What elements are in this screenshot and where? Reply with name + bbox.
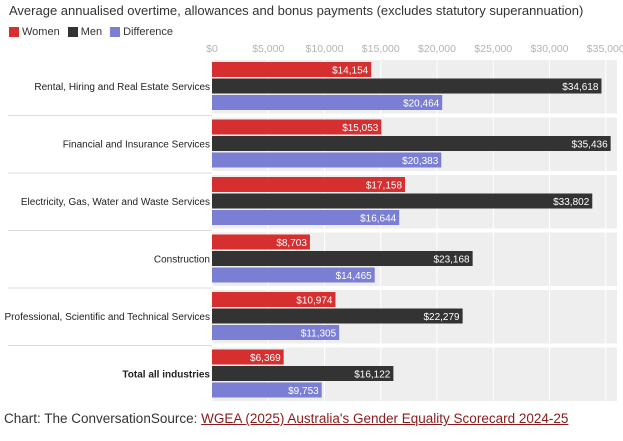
legend-item-difference: Difference <box>110 26 173 38</box>
category-label-professional-scientific-and-technical-services: Professional, Scientific and Technical S… <box>5 312 210 323</box>
chart-credit: Chart: The Conversation <box>4 411 151 426</box>
legend-swatch-difference <box>110 27 121 37</box>
value-label-men-professional-scientific-and-technical-services: $22,279 <box>423 312 460 323</box>
value-label-women-construction: $8,703 <box>276 238 307 249</box>
value-label-difference-total-all-industries: $9,753 <box>288 386 319 397</box>
bar-difference-rental-hiring-and-real-estate-services <box>212 95 443 110</box>
x-tick-label-5: $25,000 <box>474 43 512 55</box>
value-label-men-financial-and-insurance-services: $35,436 <box>571 139 608 150</box>
value-label-men-total-all-industries: $16,122 <box>354 369 391 380</box>
x-tick-label-1: $5,000 <box>252 43 284 55</box>
value-label-women-electricity-gas-water-and-waste-services: $17,158 <box>366 180 403 191</box>
legend-item-men: Men <box>67 26 103 38</box>
value-label-women-total-all-industries: $6,369 <box>250 353 281 364</box>
bar-women-rental-hiring-and-real-estate-services <box>212 62 372 77</box>
x-tick-label-3: $15,000 <box>362 43 400 55</box>
bar-difference-construction <box>212 267 375 283</box>
bar-difference-financial-and-insurance-services <box>212 152 442 168</box>
bar-men-rental-hiring-and-real-estate-services <box>212 78 602 94</box>
value-label-men-construction: $23,168 <box>433 254 470 265</box>
bar-women-electricity-gas-water-and-waste-services <box>212 177 406 192</box>
legend-swatch-women <box>9 27 19 37</box>
legend-item-women: Women <box>9 26 60 38</box>
value-label-difference-construction: $14,465 <box>336 271 373 282</box>
category-label-construction: Construction <box>154 254 210 265</box>
category-label-electricity-gas-water-and-waste-services: Electricity, Gas, Water and Waste Servic… <box>21 197 210 208</box>
category-label-rental-hiring-and-real-estate-services: Rental, Hiring and Real Estate Services <box>34 82 210 93</box>
value-label-men-electricity-gas-water-and-waste-services: $33,802 <box>553 197 590 208</box>
value-label-difference-electricity-gas-water-and-waste-services: $16,644 <box>360 213 397 224</box>
bar-women-construction <box>212 234 310 250</box>
source-link[interactable]: WGEA (2025) Australia's Gender Equality … <box>201 411 569 426</box>
bar-difference-total-all-industries <box>212 382 322 398</box>
bar-men-electricity-gas-water-and-waste-services <box>212 193 593 209</box>
value-label-difference-professional-scientific-and-technical-services: $11,305 <box>301 328 337 339</box>
bar-women-total-all-industries <box>212 349 284 365</box>
value-label-women-rental-hiring-and-real-estate-services: $14,154 <box>332 65 369 76</box>
x-tick-label-2: $10,000 <box>306 43 344 55</box>
legend-label-women: Women <box>22 26 60 38</box>
category-label-financial-and-insurance-services: Financial and Insurance Services <box>63 139 210 150</box>
legend-swatch-men <box>67 27 78 37</box>
legend: Women Men Difference <box>9 25 181 39</box>
bar-chart: $0 $5,000 $10,000 $15,000 $20,000 $25,000 $30,… <box>5 43 623 402</box>
x-tick-label-0: $0 <box>206 43 218 55</box>
source-prefix: Source: <box>150 411 202 426</box>
value-label-difference-rental-hiring-and-real-estate-services: $20,464 <box>403 98 440 109</box>
legend-label-men: Men <box>80 26 103 38</box>
x-tick-label-6: $30,000 <box>531 43 569 55</box>
x-tick-label-4: $20,000 <box>418 43 456 55</box>
chart-footer: Chart: The ConversationSource: WGEA (202… <box>4 411 568 426</box>
chart-title: Average annualised overtime, allowances … <box>9 3 584 18</box>
bar-men-construction <box>212 251 473 266</box>
bar-difference-professional-scientific-and-technical-services <box>212 325 340 340</box>
value-label-men-rental-hiring-and-real-estate-services: $34,618 <box>562 82 599 93</box>
value-label-women-professional-scientific-and-technical-services: $10,974 <box>296 295 333 306</box>
x-tick-label-7: $35,000 <box>587 43 623 55</box>
value-label-women-financial-and-insurance-services: $15,053 <box>342 123 379 134</box>
bar-men-financial-and-insurance-services <box>212 136 611 151</box>
bar-women-professional-scientific-and-technical-services <box>212 292 336 307</box>
bar-men-professional-scientific-and-technical-services <box>212 308 463 324</box>
bar-women-financial-and-insurance-services <box>212 119 382 135</box>
legend-label-difference: Difference <box>123 26 174 38</box>
bar-men-total-all-industries <box>212 366 394 381</box>
value-label-difference-financial-and-insurance-services: $20,383 <box>402 156 439 167</box>
bar-difference-electricity-gas-water-and-waste-services <box>212 210 400 225</box>
category-label-total-all-industries: Total all industries <box>122 369 210 380</box>
